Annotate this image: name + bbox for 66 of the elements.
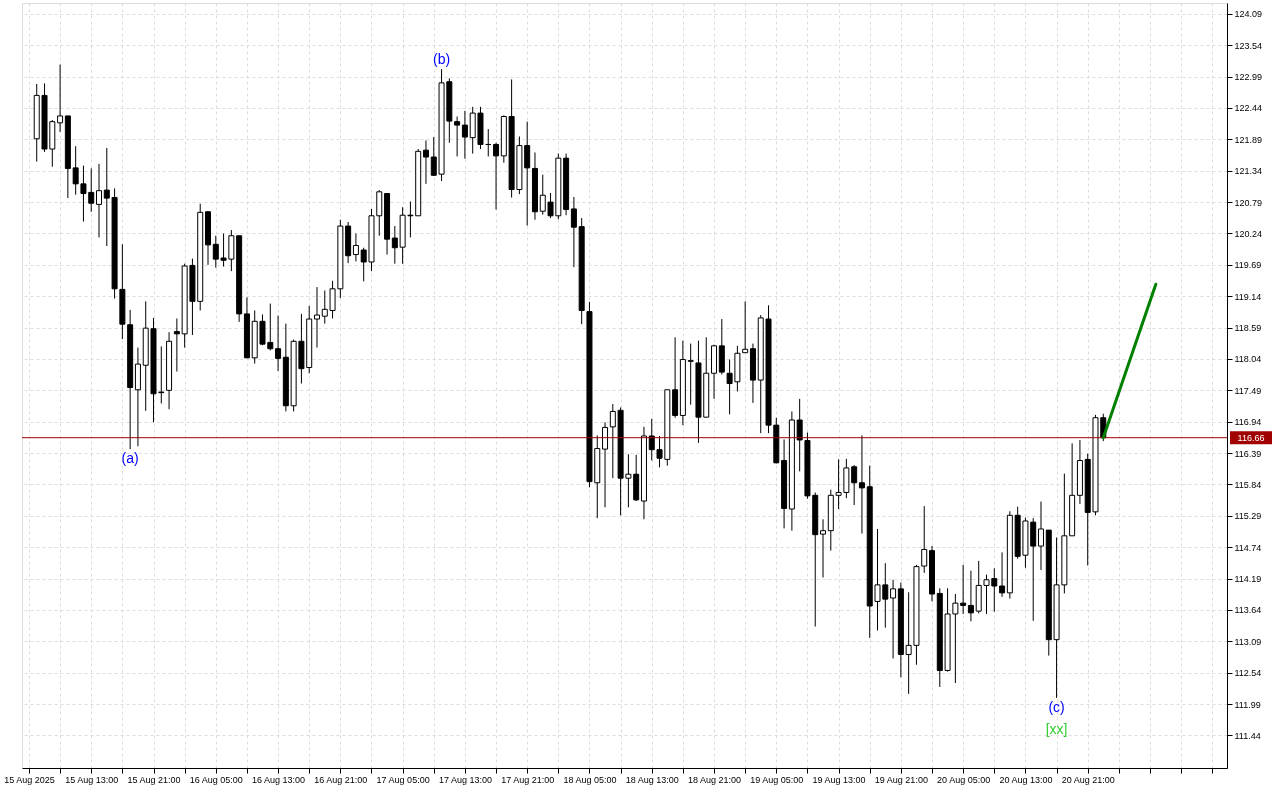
y-tick-label: 112.54 — [1234, 668, 1262, 679]
y-tick-label: 122.99 — [1234, 72, 1263, 83]
y-tick-label: 114.19 — [1234, 574, 1262, 585]
y-tick-label: 120.79 — [1234, 197, 1263, 208]
candlestick — [313, 286, 320, 349]
y-tick-label: 114.74 — [1234, 542, 1262, 553]
y-tick-label: 116.94 — [1234, 417, 1262, 428]
candlestick — [422, 139, 429, 185]
x-tick-label: 19 Aug 13:00 — [812, 774, 866, 785]
y-tick-label: 111.44 — [1234, 730, 1261, 741]
candlestick — [493, 142, 500, 211]
x-tick-label: 18 Aug 13:00 — [625, 774, 679, 785]
candlestick — [570, 196, 577, 268]
x-tick-label: 15 Aug 13:00 — [65, 774, 119, 785]
candlestick — [820, 518, 827, 578]
y-tick-label: 115.84 — [1234, 479, 1262, 490]
annotation: (a) — [121, 450, 139, 467]
candlestick — [890, 579, 897, 659]
y-tick-label: 113.09 — [1234, 636, 1262, 647]
x-tick-label: 15 Aug 2025 — [4, 774, 55, 785]
ref-line-label: 116.66 — [1237, 432, 1265, 443]
annotation: (c) — [1048, 698, 1065, 715]
candlestick — [602, 421, 609, 508]
x-tick-label: 16 Aug 13:00 — [252, 774, 306, 785]
candlestick — [352, 232, 359, 262]
y-tick-label: 118.04 — [1234, 354, 1262, 365]
x-tick-label: 17 Aug 13:00 — [438, 774, 492, 785]
x-tick-label: 19 Aug 05:00 — [750, 774, 804, 785]
candlestick — [742, 300, 749, 354]
y-tick-label: 123.54 — [1234, 40, 1263, 51]
y-tick-label: 119.69 — [1234, 260, 1262, 271]
y-tick-label: 116.39 — [1234, 448, 1262, 459]
y-tick-label: 113.64 — [1234, 605, 1262, 616]
candlestick — [461, 110, 468, 160]
candlestick — [275, 315, 282, 372]
y-tick-label: 122.44 — [1234, 103, 1263, 114]
x-tick-label: 16 Aug 05:00 — [189, 774, 243, 785]
candlestick — [57, 64, 64, 133]
y-tick-label: 121.89 — [1234, 134, 1263, 145]
x-tick-label: 16 Aug 21:00 — [314, 774, 368, 785]
annotation: (b) — [432, 51, 451, 68]
candlestick — [454, 116, 461, 157]
candlestick — [1038, 501, 1044, 571]
x-tick-label: 17 Aug 05:00 — [376, 774, 430, 785]
x-tick-label: 18 Aug 05:00 — [563, 774, 617, 785]
candlestick — [96, 163, 103, 238]
x-tick-label: 20 Aug 21:00 — [1061, 774, 1115, 785]
candlestick — [687, 343, 694, 406]
x-tick-label: 18 Aug 21:00 — [688, 774, 742, 785]
y-tick-label: 120.24 — [1234, 228, 1263, 239]
candlestick — [967, 570, 974, 622]
annotation: [xx] — [1045, 720, 1068, 737]
y-tick-label: 117.49 — [1234, 385, 1262, 396]
y-tick-label: 111.99 — [1234, 699, 1261, 710]
y-tick-label: 118.59 — [1234, 323, 1262, 334]
y-tick-label: 124.09 — [1234, 9, 1263, 20]
candlestick — [999, 551, 1006, 598]
x-tick-label: 20 Aug 05:00 — [937, 774, 991, 785]
x-tick-label: 20 Aug 13:00 — [999, 774, 1053, 785]
x-tick-label: 19 Aug 21:00 — [874, 774, 928, 785]
x-tick-label: 17 Aug 21:00 — [501, 774, 555, 785]
y-tick-label: 115.29 — [1234, 511, 1262, 522]
x-tick-label: 15 Aug 21:00 — [127, 774, 181, 785]
candlestick — [858, 434, 865, 535]
y-tick-label: 121.34 — [1234, 166, 1263, 177]
y-tick-label: 119.14 — [1234, 291, 1262, 302]
